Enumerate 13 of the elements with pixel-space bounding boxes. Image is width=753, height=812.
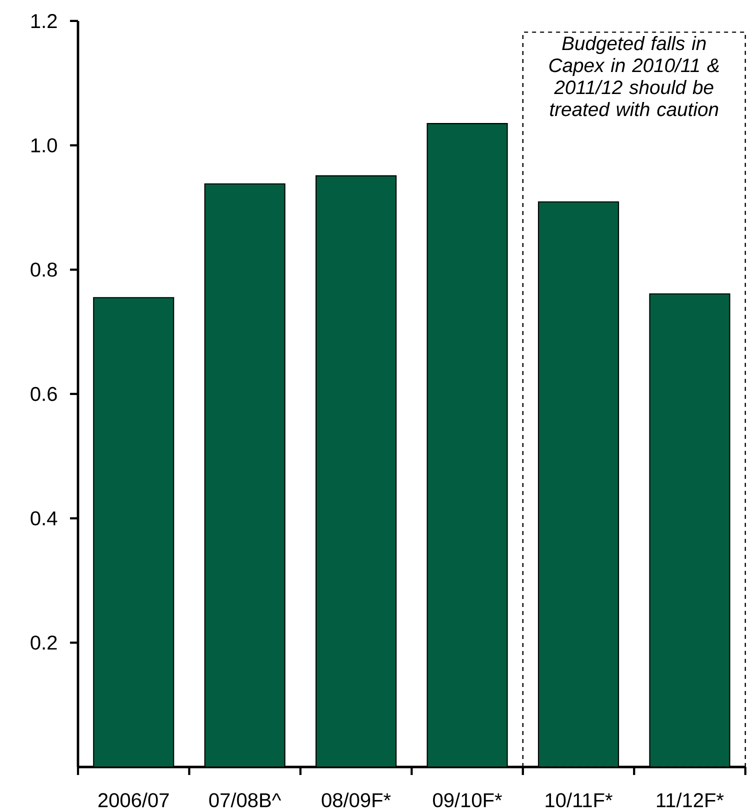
x-tick-label: 10/11F* xyxy=(546,792,612,808)
x-tick-label: 08/09F* xyxy=(322,792,391,808)
x-tick-label: 11/12F* xyxy=(656,792,724,808)
y-tick-label: 1.0 xyxy=(31,138,57,152)
y-tick-label: 0.6 xyxy=(30,386,57,402)
y-tick-label: 1.2 xyxy=(31,14,57,28)
x-tick-label: 2006/07 xyxy=(98,792,169,808)
annotation: Budgeted falls in Capex in 2010/11 & 2011/12 should be treated with caution xyxy=(549,36,719,116)
x-tick-label: 09/10F* xyxy=(433,792,502,808)
y-tick-label: 0.2 xyxy=(30,636,57,650)
x-tick-label: 07/08B^ xyxy=(209,792,282,808)
y-tick-label: 0.4 xyxy=(30,511,58,526)
y-tick-label: 0.8 xyxy=(30,262,57,277)
